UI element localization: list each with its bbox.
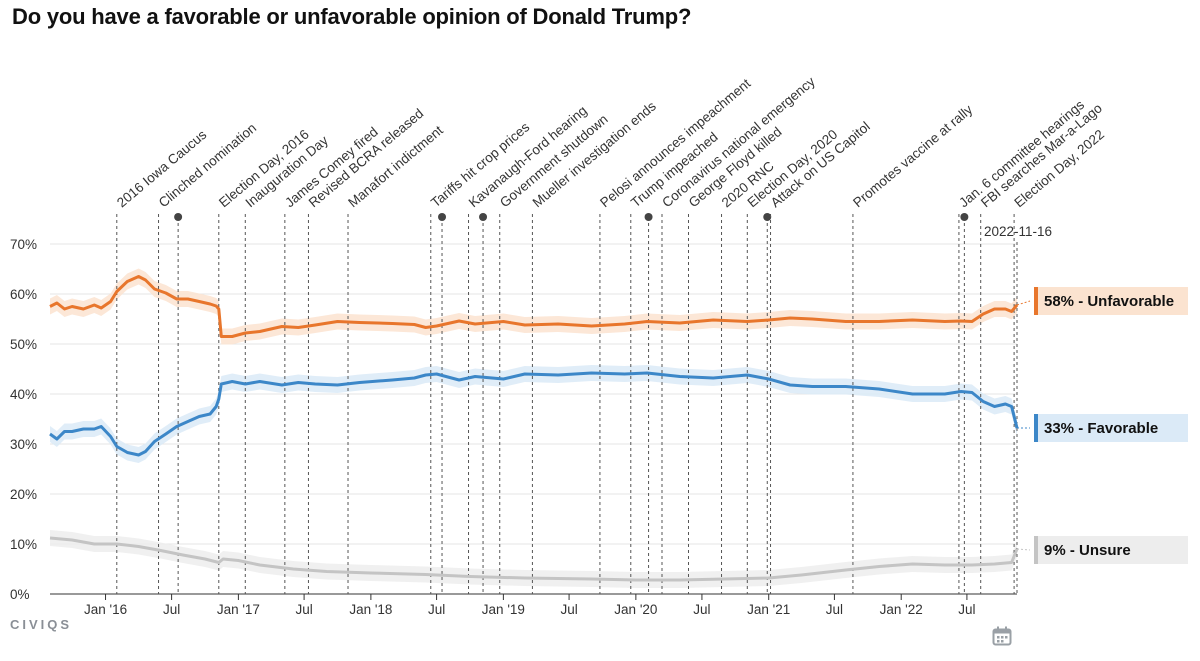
end-label-bg bbox=[1034, 536, 1188, 564]
end-label-bar bbox=[1034, 287, 1038, 315]
y-tick-label: 10% bbox=[10, 537, 37, 552]
event-dot bbox=[644, 213, 653, 221]
event-dot bbox=[174, 213, 183, 221]
y-tick-label: 40% bbox=[10, 387, 37, 402]
calendar-icon[interactable] bbox=[992, 626, 1012, 646]
x-tick-label: Jul bbox=[693, 602, 710, 617]
y-tick-label: 50% bbox=[10, 337, 37, 352]
x-tick-label: Jul bbox=[428, 602, 445, 617]
y-tick-label: 20% bbox=[10, 487, 37, 502]
x-tick-label: Jan '18 bbox=[349, 602, 392, 617]
x-tick-label: Jul bbox=[826, 602, 843, 617]
y-tick-label: 70% bbox=[10, 237, 37, 252]
page-title: Do you have a favorable or unfavorable o… bbox=[12, 4, 692, 29]
x-tick-label: Jul bbox=[958, 602, 975, 617]
series-end-labels: 58% - Unfavorable 33% - Favorable 9% - Uns… bbox=[1016, 287, 1188, 564]
series-line-favorable bbox=[49, 371, 1019, 457]
x-tick-label: Jan '19 bbox=[482, 602, 525, 617]
event-dot bbox=[479, 213, 488, 221]
series-line-unfavorable bbox=[49, 275, 1019, 338]
civiqs-logo: CIVIQS bbox=[10, 617, 73, 632]
confidence-band bbox=[50, 530, 1017, 588]
x-tick-label: Jan '20 bbox=[614, 602, 657, 617]
confidence-bands bbox=[50, 268, 1017, 588]
event-dot bbox=[763, 213, 772, 221]
end-connector bbox=[1016, 300, 1031, 306]
x-axis: Jan '16 Jul Jan '17 Jul Jan '18 Jul Jan '19 Jul… bbox=[84, 594, 976, 617]
end-label-bg bbox=[1034, 414, 1188, 442]
grid bbox=[50, 243, 1017, 595]
event-label: Promotes vaccine at rally bbox=[850, 102, 975, 211]
x-tick-label: Jan '16 bbox=[84, 602, 127, 617]
x-tick-label: Jan '22 bbox=[880, 602, 923, 617]
end-connector bbox=[1016, 548, 1031, 551]
end-label-unsure: 9% - Unsure bbox=[1044, 542, 1131, 559]
end-label-bg bbox=[1034, 287, 1188, 315]
x-tick-label: Jan '17 bbox=[217, 602, 260, 617]
x-tick-label: Jul bbox=[560, 602, 577, 617]
event-dot bbox=[960, 213, 969, 221]
y-axis: 0% 10% 20% 30% 40% 50% 60% 70% bbox=[10, 237, 37, 602]
series-lines bbox=[49, 275, 1019, 582]
end-label-unfavorable: 58% - Unfavorable bbox=[1044, 293, 1174, 310]
series-line-unsure bbox=[49, 536, 1019, 582]
end-label-favorable: 33% - Favorable bbox=[1044, 420, 1158, 437]
x-tick-label: Jan '21 bbox=[747, 602, 790, 617]
x-tick-label: Jul bbox=[163, 602, 180, 617]
y-tick-label: 30% bbox=[10, 437, 37, 452]
y-tick-label: 0% bbox=[10, 587, 30, 602]
end-label-bar bbox=[1034, 414, 1038, 442]
end-label-bar bbox=[1034, 536, 1038, 564]
confidence-band bbox=[50, 365, 1017, 463]
event-dot bbox=[438, 213, 447, 221]
current-date-label: 2022-11-16 bbox=[984, 224, 1052, 239]
confidence-band bbox=[50, 268, 1017, 345]
x-tick-label: Jul bbox=[295, 602, 312, 617]
y-tick-label: 60% bbox=[10, 287, 37, 302]
